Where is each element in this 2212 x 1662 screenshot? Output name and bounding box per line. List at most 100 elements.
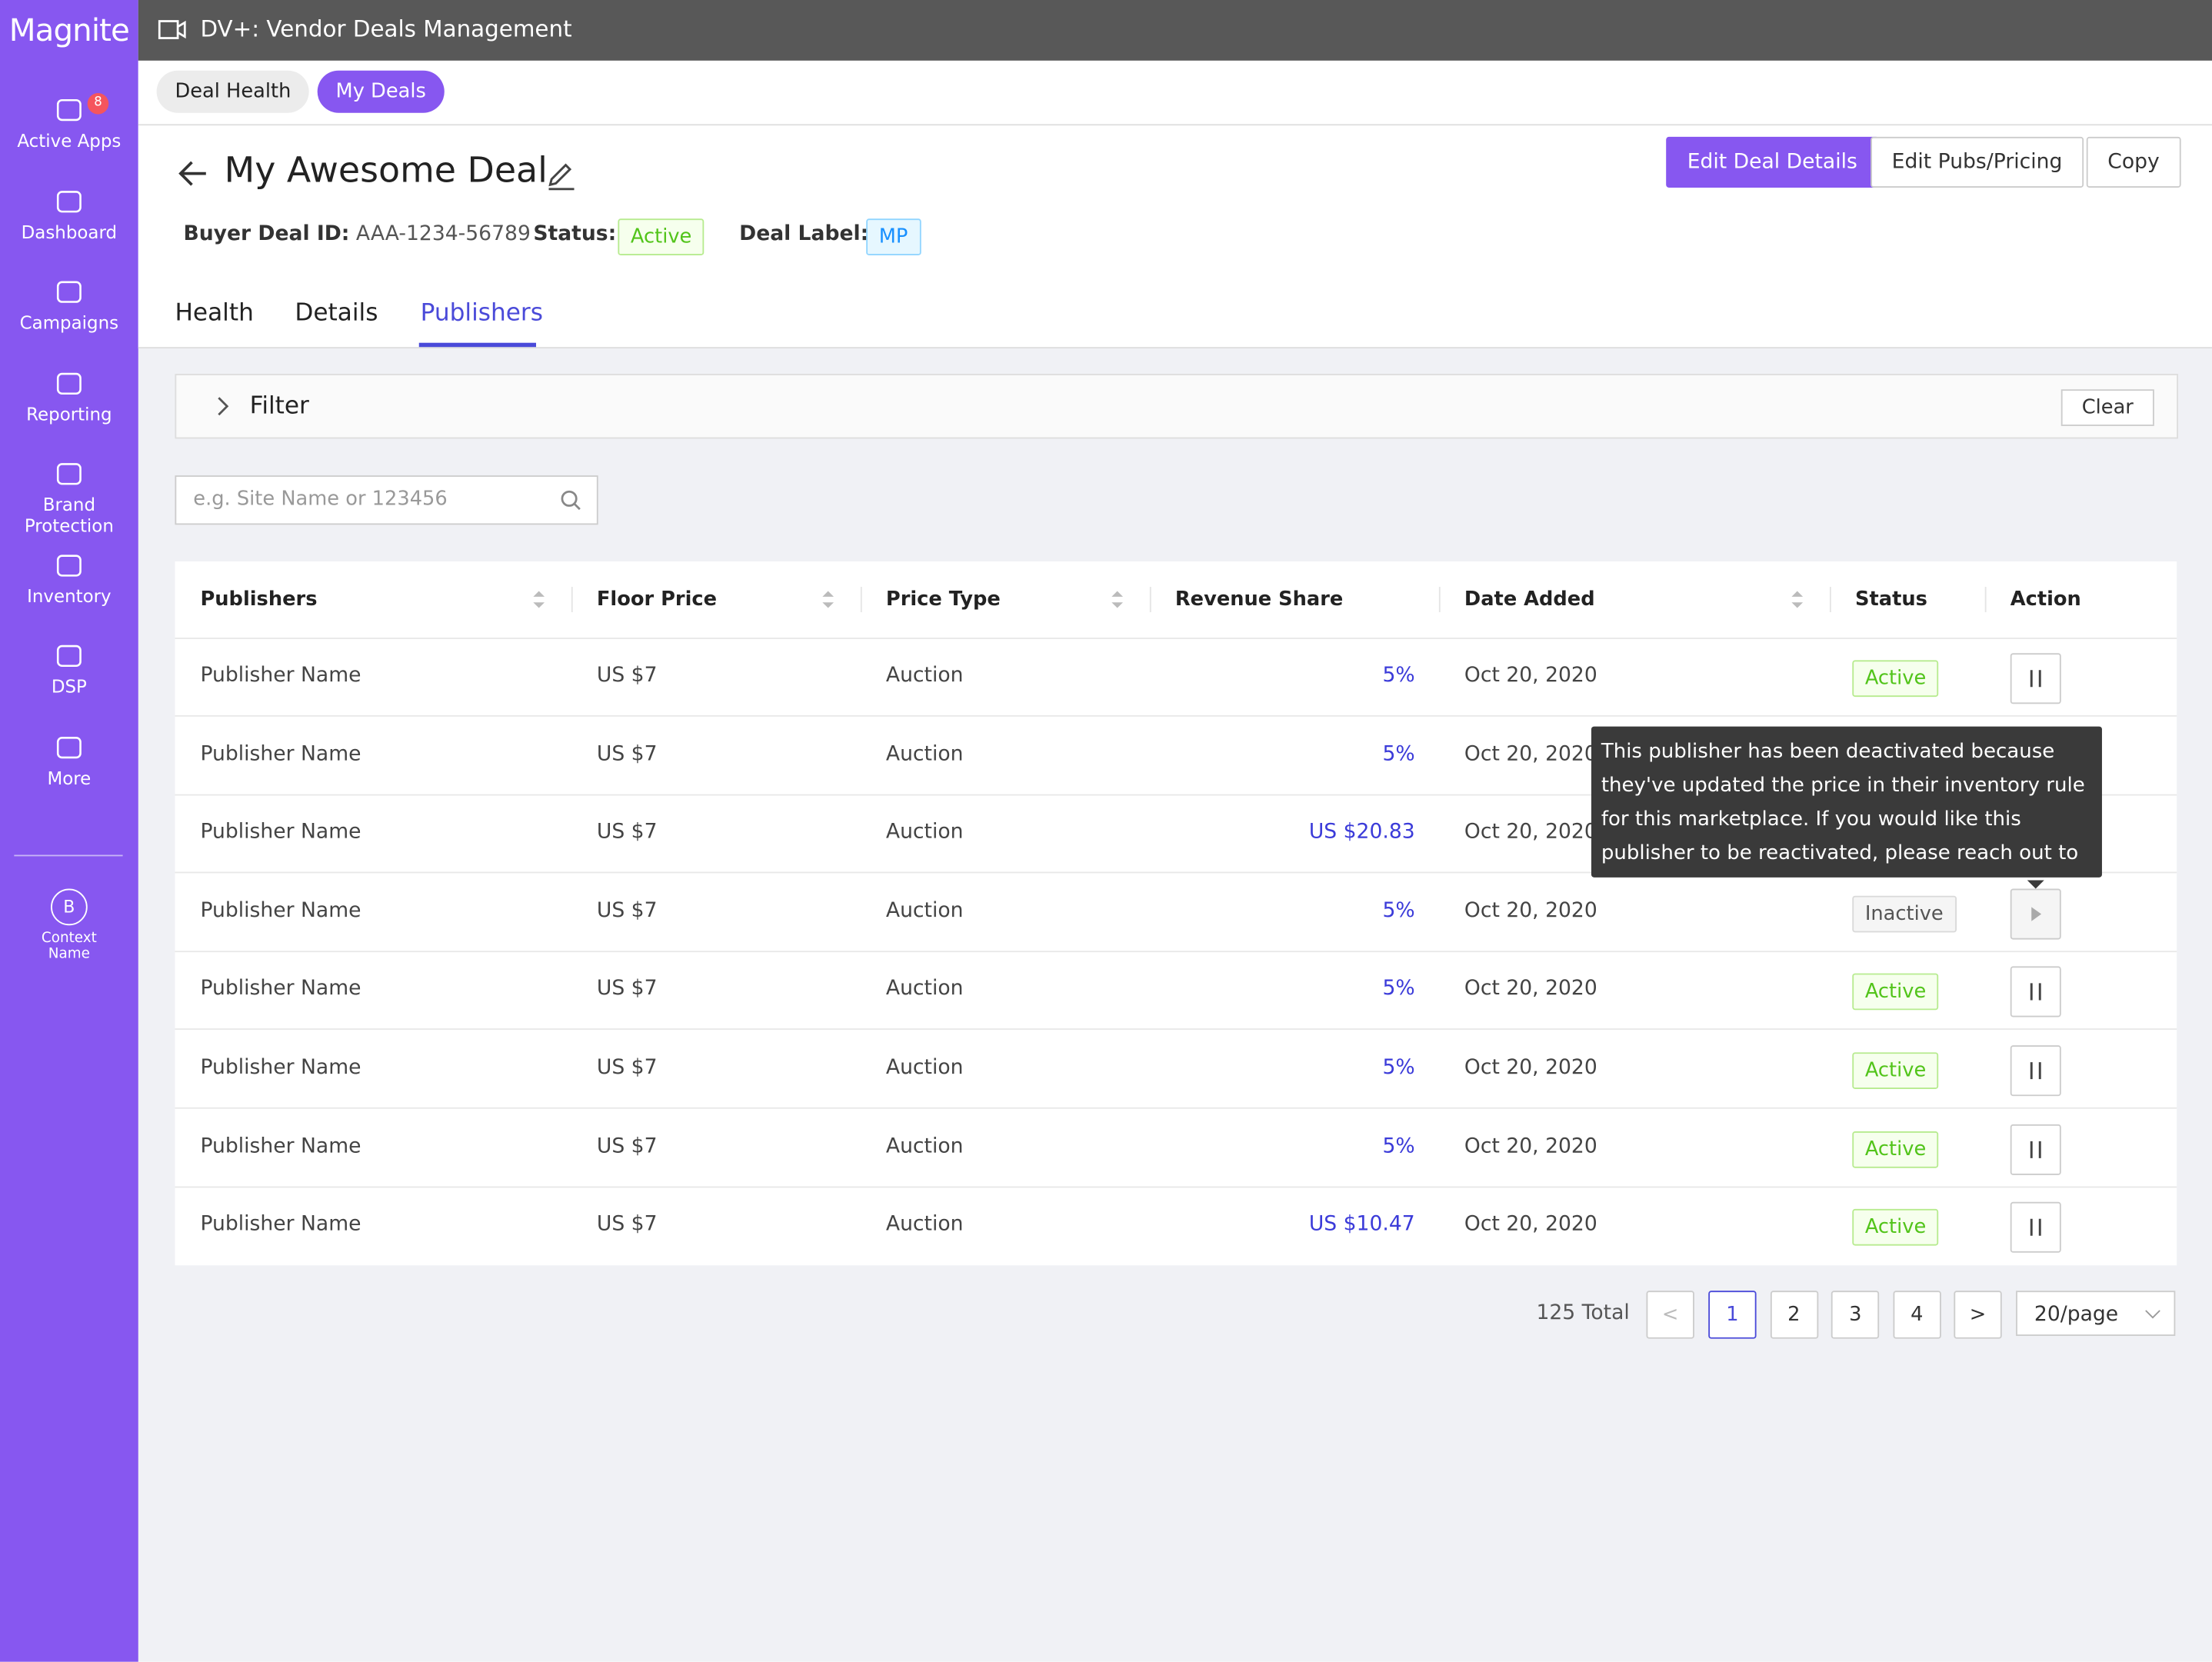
chevron[interactable] <box>215 396 232 416</box>
edit-deal-button[interactable]: Edit Deal Details <box>1666 136 1879 188</box>
nav-item[interactable]: Brand Protection <box>0 460 138 539</box>
table-cell: Auction <box>885 1213 964 1237</box>
column-header: Floor Price <box>596 588 718 611</box>
table-cell: 5% <box>1382 1134 1415 1158</box>
edit-icon[interactable] <box>546 161 577 192</box>
top-tab-active[interactable]: My Deals <box>317 70 445 113</box>
table-cell: Publisher Name <box>200 664 361 688</box>
header-border <box>175 638 2177 639</box>
total: 125 Total <box>1536 1301 1630 1325</box>
nav-item[interactable]: More <box>0 733 138 812</box>
nav-label: Reporting <box>26 402 112 425</box>
page-button[interactable]: 1 <box>1708 1291 1757 1339</box>
row-border <box>175 1028 2177 1031</box>
back-arrow[interactable] <box>178 158 208 188</box>
deal-label-label: Deal Label: <box>739 222 869 246</box>
table-cell: Publisher Name <box>200 1056 361 1080</box>
table-cell: Auction <box>885 899 964 923</box>
table-cell: Oct 20, 2020 <box>1464 1056 1597 1080</box>
table-cell: 5% <box>1382 664 1415 688</box>
table-cell: US $7 <box>596 1056 658 1080</box>
page-button[interactable]: 3 <box>1831 1291 1880 1339</box>
search-input[interactable]: e.g. Site Name or 123456 <box>175 475 598 525</box>
filter-panel <box>175 374 2179 439</box>
column-header: Revenue Share <box>1174 588 1344 611</box>
column-divider <box>571 587 573 613</box>
nav-item[interactable]: Dashboard <box>0 187 138 266</box>
action-button[interactable] <box>2010 653 2061 704</box>
column-divider <box>1984 587 1987 613</box>
buyer-id-label: Buyer Deal ID: <box>183 222 350 246</box>
table-cell: Publisher Name <box>200 899 361 923</box>
tab[interactable]: Details <box>295 298 378 328</box>
nav-item[interactable]: DSP <box>0 642 138 721</box>
table-cell: Oct 20, 2020 <box>1464 978 1597 1001</box>
top-tab[interactable]: Deal Health <box>156 70 310 113</box>
action-button[interactable] <box>2010 1124 2061 1175</box>
app-title: DV+: Vendor Deals Management <box>200 15 572 43</box>
action-button[interactable] <box>2010 967 2061 1018</box>
prev-page[interactable]: < <box>1646 1291 1694 1339</box>
column-header: Action <box>2010 588 2081 611</box>
action-button[interactable] <box>2010 1202 2061 1254</box>
tab[interactable]: Health <box>175 298 254 328</box>
table-cell: Auction <box>885 664 964 688</box>
column-divider <box>1829 587 1831 613</box>
table-cell: Auction <box>885 742 964 766</box>
row-border <box>175 793 2177 795</box>
action-button[interactable] <box>2010 1045 2061 1097</box>
table-cell: 5% <box>1382 899 1415 923</box>
sort-icon[interactable] <box>821 590 835 615</box>
tab-active[interactable]: Publishers <box>420 298 543 328</box>
buyer-id: Buyer Deal ID: AAA-1234-56789 <box>183 223 530 245</box>
nav-badge: 8 <box>87 93 109 115</box>
context-avatar[interactable]: B <box>51 888 88 926</box>
table-cell: US $7 <box>596 978 658 1001</box>
nav-label: Active Apps <box>17 129 122 152</box>
search-icon <box>561 490 581 511</box>
deal-label-tag: MP <box>866 218 921 255</box>
table-cell: Publisher Name <box>200 1213 361 1237</box>
table-cell: Publisher Name <box>200 742 361 766</box>
table-cell: US $7 <box>596 821 658 844</box>
row-border <box>175 1185 2177 1187</box>
filter-label[interactable]: Filter <box>249 391 309 421</box>
nav-item[interactable]: Active Apps 8 <box>0 93 138 175</box>
context-label[interactable]: Context Name <box>41 931 97 962</box>
page-button[interactable]: 2 <box>1770 1291 1818 1339</box>
column-divider <box>1149 587 1151 613</box>
action-button[interactable] <box>2010 888 2061 940</box>
nav-label: Campaigns <box>19 311 119 333</box>
nav-label: Brand Protection <box>24 493 114 536</box>
app-icon <box>158 20 186 39</box>
sidebar: Magnite B Context Name Active Apps 8 Dashb… <box>0 0 138 1662</box>
table-cell: Auction <box>885 821 964 844</box>
table-cell: Publisher Name <box>200 978 361 1001</box>
column-divider <box>860 587 862 613</box>
clear-button[interactable]: Clear <box>2060 389 2154 426</box>
buyer-id-value: AAA-1234-56789 <box>355 222 531 246</box>
nav-item[interactable]: Reporting <box>0 369 138 448</box>
nav-label: Inventory <box>27 585 112 606</box>
table-cell: 5% <box>1382 978 1415 1001</box>
nav-item[interactable]: Campaigns <box>0 278 138 357</box>
edit-pubs-button[interactable]: Edit Pubs/Pricing <box>1871 136 2084 188</box>
divider <box>14 854 123 857</box>
status-tag: Inactive <box>1852 895 1957 933</box>
copy-button[interactable]: Copy <box>2086 136 2181 188</box>
search-placeholder: e.g. Site Name or 123456 <box>193 488 448 511</box>
status-tag: Active <box>1852 660 1939 698</box>
page-size[interactable]: 20/page <box>2016 1291 2176 1336</box>
sort-icon[interactable] <box>1111 590 1124 615</box>
column-header: Publishers <box>200 588 318 611</box>
nav-item[interactable]: Inventory <box>0 551 138 630</box>
sort-icon[interactable] <box>1791 590 1804 615</box>
column-divider <box>1438 587 1441 613</box>
table-cell: Oct 20, 2020 <box>1464 742 1597 766</box>
page-size-label: 20/page <box>2034 1303 2119 1327</box>
next-page[interactable]: > <box>1954 1291 2002 1339</box>
page-button[interactable]: 4 <box>1893 1291 1941 1339</box>
sort-icon[interactable] <box>531 590 545 615</box>
table-cell: US $7 <box>596 899 658 923</box>
